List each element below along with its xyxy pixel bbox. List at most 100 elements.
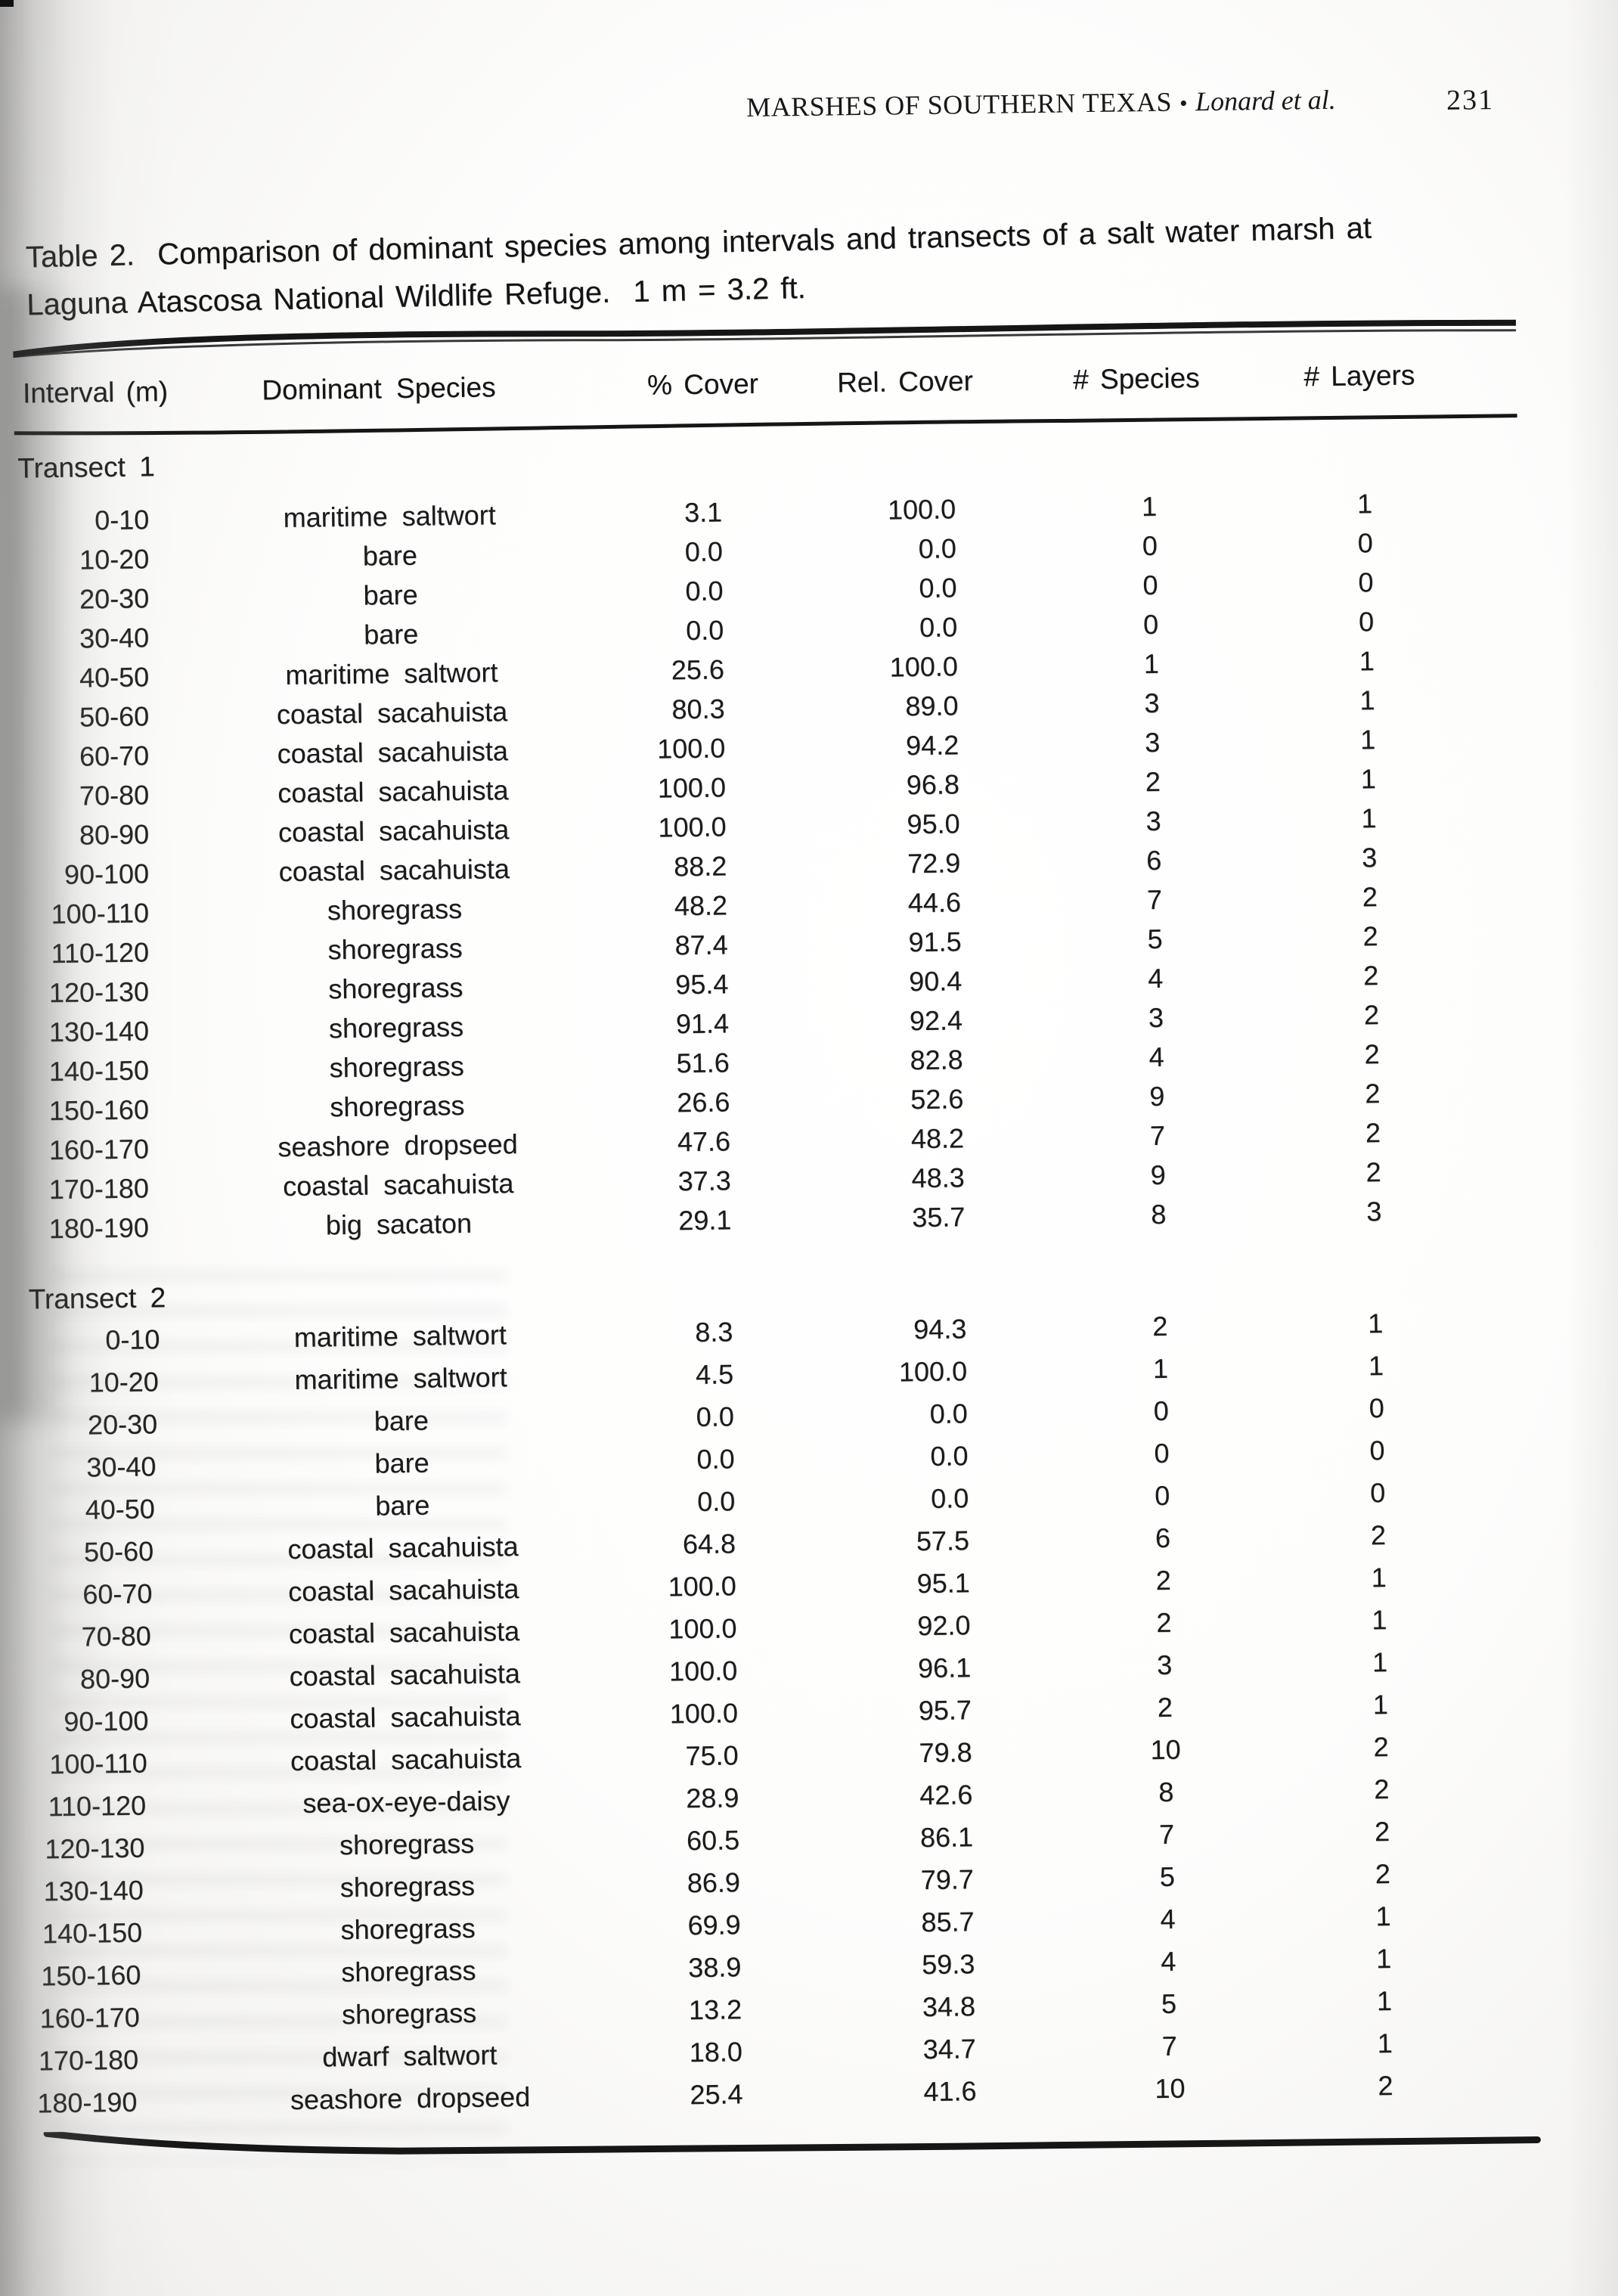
- num-species-cell: 2: [1152, 1310, 1168, 1342]
- num-species-cell: 8: [1151, 1198, 1167, 1230]
- num-layers-cell: 2: [1364, 1038, 1380, 1070]
- num-layers-cell: 0: [1368, 1392, 1385, 1424]
- running-header: MARSHES OF SOUTHERN TEXAS • Lonard et al.: [746, 84, 1336, 123]
- num-layers-cell: 1: [1367, 1308, 1384, 1339]
- pct-cover-cell: 38.9: [688, 1951, 742, 1984]
- col-header-interval: Interval (m): [22, 376, 169, 409]
- species-cell: dwarf saltwort: [322, 2039, 497, 2073]
- num-species-cell: 3: [1144, 687, 1160, 719]
- table-top-rule: [13, 319, 1517, 358]
- rel-cover-cell: 0.0: [919, 611, 958, 644]
- num-layers-cell: 1: [1377, 2028, 1393, 2059]
- col-header-species: Dominant Species: [262, 371, 496, 406]
- num-layers-cell: 1: [1372, 1604, 1387, 1636]
- pct-cover-cell: 64.8: [682, 1528, 736, 1560]
- num-layers-cell: 1: [1359, 684, 1375, 716]
- pct-cover-cell: 75.0: [685, 1739, 739, 1772]
- num-species-cell: 2: [1155, 1564, 1171, 1596]
- interval-cell: 20-30: [87, 1408, 158, 1441]
- interval-cell: 110-120: [51, 936, 150, 970]
- table-bottom-rule: [43, 2130, 1541, 2155]
- interval-cell: 10-20: [88, 1366, 160, 1398]
- num-layers-cell: 0: [1369, 1435, 1385, 1466]
- pct-cover-cell: 13.2: [688, 1993, 742, 2026]
- interval-cell: 110-120: [48, 1789, 147, 1823]
- num-species-cell: 7: [1161, 2030, 1178, 2062]
- data-table: Interval (m) Dominant Species % Cover Re…: [13, 315, 1542, 2167]
- interval-cell: 160-170: [39, 2001, 141, 2034]
- pct-cover-cell: 80.3: [671, 693, 725, 725]
- num-species-cell: 4: [1147, 962, 1164, 994]
- pct-cover-cell: 87.4: [674, 929, 728, 961]
- num-species-cell: 7: [1146, 883, 1163, 916]
- interval-cell: 120-130: [45, 1832, 145, 1865]
- rel-cover-cell: 91.5: [908, 926, 962, 958]
- pct-cover-cell: 8.3: [695, 1316, 733, 1348]
- num-species-cell: 9: [1150, 1159, 1166, 1191]
- num-species-cell: 0: [1142, 529, 1158, 562]
- rel-cover-cell: 92.0: [917, 1609, 971, 1642]
- species-cell: big sacaton: [325, 1207, 473, 1241]
- species-cell: bare: [374, 1404, 429, 1437]
- num-species-cell: 3: [1148, 1001, 1164, 1034]
- num-species-cell: 1: [1141, 490, 1158, 523]
- species-cell: bare: [363, 618, 419, 650]
- rel-cover-cell: 100.0: [898, 1355, 968, 1388]
- running-header-title: MARSHES OF SOUTHERN TEXAS: [745, 86, 1173, 123]
- species-cell: coastal sacahuista: [276, 696, 508, 731]
- rel-cover-cell: 34.7: [922, 2033, 977, 2065]
- species-cell: bare: [375, 1489, 430, 1522]
- species-cell: coastal sacahuista: [290, 1700, 521, 1735]
- num-layers-cell: 2: [1362, 920, 1378, 952]
- col-header-num-species: # Species: [1072, 362, 1200, 396]
- rel-cover-cell: 92.4: [909, 1004, 963, 1037]
- pct-cover-cell: 0.0: [684, 535, 724, 568]
- rel-cover-cell: 94.3: [913, 1313, 967, 1345]
- species-cell: shoregrass: [330, 1089, 465, 1123]
- num-layers-cell: 2: [1378, 2070, 1393, 2102]
- num-layers-cell: 2: [1373, 1731, 1389, 1763]
- rel-cover-cell: 72.9: [907, 847, 961, 880]
- bullet-separator: •: [1179, 91, 1189, 116]
- pct-cover-cell: 48.2: [674, 889, 728, 922]
- species-cell: shoregrass: [340, 1912, 476, 1946]
- page-number: 231: [1446, 84, 1495, 116]
- pct-cover-cell: 26.6: [677, 1086, 730, 1119]
- num-species-cell: 9: [1149, 1080, 1165, 1112]
- num-layers-cell: 0: [1357, 527, 1374, 559]
- pct-cover-cell: 51.6: [676, 1047, 730, 1079]
- num-species-cell: 2: [1145, 765, 1161, 798]
- num-species-cell: 5: [1159, 1860, 1176, 1893]
- interval-cell: 30-40: [86, 1451, 157, 1483]
- interval-cell: 140-150: [42, 1916, 143, 1950]
- num-layers-cell: 3: [1361, 842, 1378, 873]
- interval-cell: 0-10: [94, 504, 150, 536]
- interval-cell: 20-30: [79, 582, 150, 615]
- pct-cover-cell: 69.9: [687, 1909, 741, 1941]
- num-species-cell: 3: [1144, 726, 1161, 759]
- interval-cell: 100-110: [49, 1747, 148, 1780]
- rel-cover-cell: 42.6: [919, 1779, 973, 1811]
- interval-cell: 160-170: [48, 1133, 150, 1166]
- num-layers-cell: 2: [1374, 1816, 1390, 1848]
- rel-cover-cell: 96.1: [917, 1652, 972, 1684]
- species-cell: sea-ox-eye-daisy: [302, 1785, 510, 1819]
- num-layers-cell: 1: [1375, 1943, 1392, 1975]
- pct-cover-cell: 100.0: [658, 811, 727, 843]
- rel-cover-cell: 94.2: [905, 729, 959, 762]
- pct-cover-cell: 100.0: [657, 771, 727, 804]
- interval-cell: 30-40: [79, 622, 150, 654]
- pct-cover-cell: 25.4: [690, 2078, 743, 2111]
- num-species-cell: 6: [1155, 1522, 1171, 1554]
- table-caption: Table 2. Comparison of dominant species …: [25, 203, 1425, 329]
- pct-cover-cell: 29.1: [678, 1204, 732, 1236]
- species-cell: seashore dropseed: [290, 2080, 531, 2116]
- pct-cover-cell: 95.4: [674, 968, 729, 1001]
- rel-cover-cell: 96.8: [906, 768, 960, 801]
- num-layers-cell: 2: [1370, 1519, 1387, 1551]
- num-layers-cell: 2: [1362, 960, 1379, 991]
- num-species-cell: 6: [1145, 844, 1162, 877]
- species-cell: shoregrass: [339, 1869, 476, 1904]
- pct-cover-cell: 18.0: [689, 2036, 743, 2068]
